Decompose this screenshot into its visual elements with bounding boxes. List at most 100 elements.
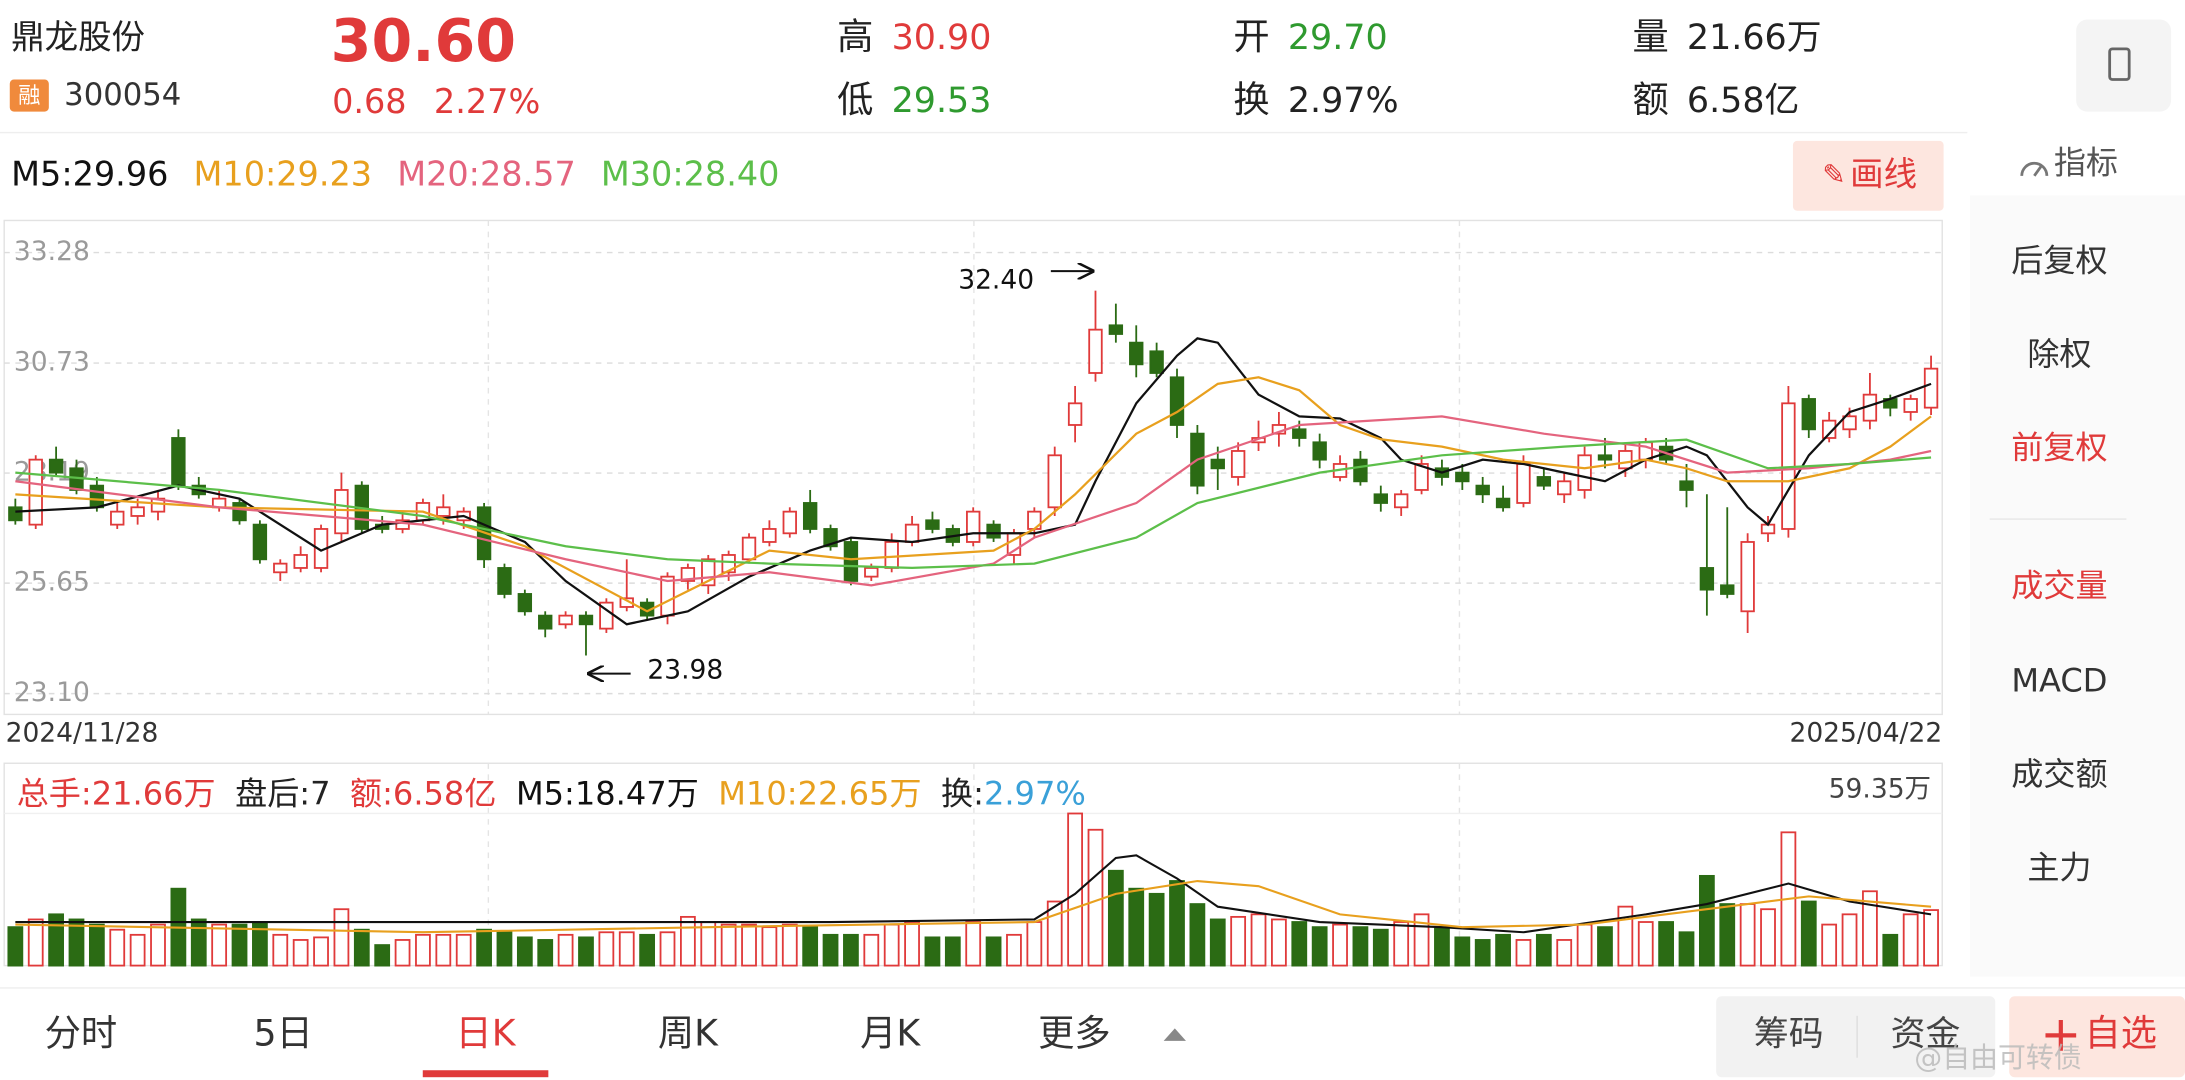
sidebar-item[interactable]: 前复权: [2011, 428, 2107, 466]
candle-body: [1230, 450, 1246, 478]
candle-body: [1495, 497, 1511, 509]
legend-item: M10:22.65万: [718, 774, 921, 812]
candle-body: [1088, 328, 1103, 374]
volume-bar: [1923, 909, 1939, 967]
sidebar-item[interactable]: 除权: [2027, 335, 2091, 373]
candle-body: [741, 536, 757, 561]
volume-bar: [1148, 892, 1165, 967]
change: 0.68: [332, 82, 407, 121]
sidebar-item[interactable]: 成交量: [2011, 566, 2107, 604]
volume-ma-line: [15, 879, 1932, 934]
y-tick-label: 23.10: [14, 677, 90, 708]
candle-body: [1169, 376, 1185, 426]
volume-bar: [68, 918, 85, 967]
candle-body: [110, 510, 125, 526]
candle-body: [1312, 441, 1327, 461]
sidebar-item[interactable]: 主力: [2027, 848, 2091, 886]
candle-body: [130, 506, 145, 517]
tab[interactable]: 5日: [254, 1011, 313, 1054]
volume-bar: [1658, 921, 1675, 967]
amount: 6.58亿: [1687, 81, 1800, 121]
candle-body: [293, 554, 308, 569]
volume-bar: [109, 928, 126, 967]
label: 额: [1632, 78, 1668, 121]
candle-body: [436, 506, 451, 517]
sidebar-item[interactable]: 成交额: [2011, 755, 2107, 793]
legend-item: 2.97%: [984, 774, 1086, 812]
legend-item: M10:29.23: [194, 154, 373, 193]
volume-bar: [720, 923, 737, 967]
volume-bar: [1719, 903, 1736, 967]
y-tick-label: 59.35万: [1829, 773, 1931, 804]
volume-bar: [944, 936, 961, 967]
volume-bar: [1495, 933, 1511, 967]
candle-body: [558, 614, 573, 626]
icon: [2108, 47, 2131, 81]
candle-body: [252, 523, 268, 561]
date-label: 2025/04/22: [1789, 717, 1942, 748]
icon: ✎: [1822, 158, 1845, 191]
tab[interactable]: 分时: [45, 1011, 118, 1054]
volume-bar: [639, 933, 656, 967]
volume-bar: [781, 923, 798, 967]
volume-bar: [1882, 933, 1899, 967]
ma-legend: M5:29.96 M10:29.23 M20:28.57 M30:28.40: [11, 154, 779, 193]
volume-bar: [415, 933, 431, 967]
annotation-label: 32.40: [958, 264, 1034, 295]
draw-button[interactable]: [1792, 140, 1944, 211]
orientation-button[interactable]: [2076, 19, 2172, 112]
tab[interactable]: 资金: [1891, 1014, 1961, 1054]
volume-bar: [680, 915, 696, 967]
candle-body: [864, 567, 879, 578]
tab[interactable]: 月K: [860, 1011, 921, 1054]
right-tabs-bg: [1716, 996, 1996, 1078]
icon: [2045, 1020, 2077, 1051]
change-pct: 2.27%: [434, 82, 540, 121]
volume-bar: [211, 923, 228, 967]
candle-body: [1393, 493, 1409, 509]
candle-body: [8, 506, 23, 522]
volume-bar: [1271, 918, 1287, 967]
sidebar-item[interactable]: 后复权: [2011, 241, 2107, 279]
volume-bar: [1678, 931, 1695, 967]
candle-body: [1740, 541, 1755, 613]
candle-body: [1638, 441, 1653, 461]
candle-body: [904, 523, 920, 543]
volume-bar: [1169, 880, 1185, 967]
sidebar-item[interactable]: MACD: [2011, 661, 2107, 699]
volume-bar: [537, 939, 554, 967]
ma-line: [15, 415, 1932, 587]
tab[interactable]: 更多: [1038, 1011, 1111, 1054]
legend-item: 换:: [941, 774, 984, 812]
candle-body: [171, 437, 186, 487]
volume-bar: [1862, 890, 1878, 967]
tab[interactable]: 周K: [658, 1011, 719, 1054]
volume-bar: [1597, 926, 1613, 967]
tab[interactable]: 筹码: [1754, 1014, 1824, 1054]
volume-bar: [292, 939, 309, 967]
turnover: 2.97%: [1288, 81, 1399, 121]
add-button[interactable]: [2009, 996, 2185, 1078]
volume-bar: [1474, 939, 1491, 967]
candle-body: [578, 614, 594, 626]
volume-bar: [190, 918, 207, 967]
candle-body: [48, 458, 64, 474]
sidebar-title[interactable]: 指标: [2054, 144, 2118, 182]
legend-item: M20:28.57: [397, 154, 576, 193]
icon: [1163, 1028, 1186, 1041]
candle-body: [802, 502, 818, 530]
volume-bar: [374, 944, 391, 967]
candle-body: [1414, 463, 1429, 491]
legend-item: M30:28.40: [601, 154, 780, 193]
candle-body: [1373, 493, 1388, 504]
volume-bar: [1026, 921, 1043, 967]
stock-code: 300054: [64, 78, 181, 113]
tab[interactable]: 日K: [456, 1011, 517, 1054]
volume-bar: [1821, 923, 1838, 967]
icon: [2033, 165, 2043, 177]
candle-body: [1557, 480, 1572, 496]
high: 30.90: [892, 18, 992, 58]
candle-body: [1047, 454, 1062, 509]
volume-bar: [1739, 903, 1756, 967]
